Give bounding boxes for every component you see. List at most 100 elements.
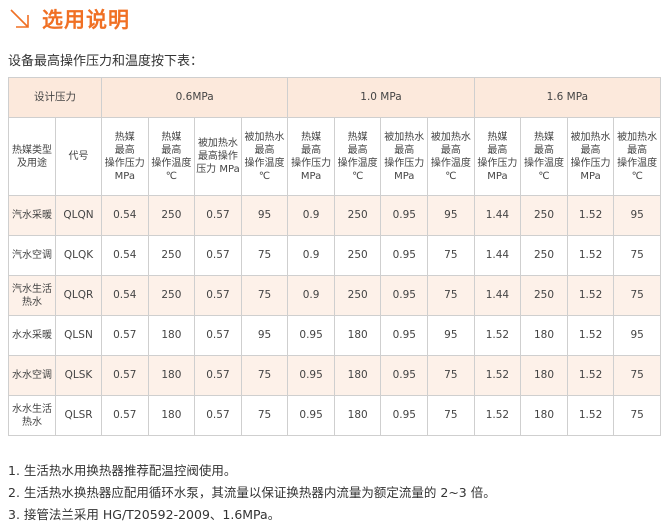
table-row: 汽水采暖 QLQN 0.54 250 0.57 95 0.9 250 0.95 95 1.44 250… bbox=[8, 195, 661, 236]
cell-type: 汽水空调 bbox=[8, 235, 56, 276]
cell-code: QLSR bbox=[55, 395, 102, 436]
cell-value: 75 bbox=[427, 235, 475, 276]
cell-value: 250 bbox=[333, 275, 382, 316]
cell-value: 75 bbox=[240, 355, 289, 396]
cell-value: 75 bbox=[427, 275, 475, 316]
sub-header-row: 热媒类型及用途 代号 热媒 最高 操作压力 MPa 热媒 最高 操作温度 ℃ 被加热… bbox=[8, 117, 661, 196]
sub-header: 被加热水 最高 操作压力 MPa bbox=[380, 117, 429, 196]
cell-value: 0.95 bbox=[380, 275, 429, 316]
cell-value: 95 bbox=[240, 195, 289, 236]
table-row: 水水空调 QLSK 0.57 180 0.57 75 0.95 180 0.95 75 1.52 18… bbox=[8, 355, 661, 396]
cell-type: 水水生活热水 bbox=[8, 395, 56, 436]
sub-header: 热媒 最高 操作压力 MPa bbox=[287, 117, 335, 196]
cell-value: 0.57 bbox=[194, 195, 242, 236]
cell-code: QLQN bbox=[55, 195, 102, 236]
cell-value: 75 bbox=[613, 235, 661, 276]
cell-value: 0.57 bbox=[101, 315, 149, 356]
cell-value: 0.54 bbox=[101, 195, 149, 236]
cell-value: 180 bbox=[333, 395, 382, 436]
cell-value: 180 bbox=[520, 355, 568, 396]
group-header: 0.6MPa bbox=[100, 77, 289, 118]
intro-text: 设备最高操作压力和温度按下表： bbox=[8, 54, 204, 69]
cell-value: 180 bbox=[333, 355, 382, 396]
cell-code: QLQK bbox=[55, 235, 102, 276]
cell-type: 水水采暖 bbox=[8, 315, 56, 356]
group-header: 1.6 MPa bbox=[473, 77, 662, 118]
cell-value: 95 bbox=[427, 195, 475, 236]
cell-value: 0.95 bbox=[380, 355, 429, 396]
cell-value: 95 bbox=[240, 315, 289, 356]
section-title: 选用说明 bbox=[8, 4, 130, 34]
cell-code: QLSK bbox=[55, 355, 102, 396]
sub-header: 热媒 最高 操作压力 MPa bbox=[101, 117, 149, 196]
cell-value: 1.52 bbox=[473, 355, 522, 396]
sub-header: 被加热水 最高 操作温度 ℃ bbox=[240, 117, 289, 196]
cell-value: 0.95 bbox=[380, 195, 429, 236]
cell-value: 0.57 bbox=[101, 395, 149, 436]
col-type-header: 热媒类型及用途 bbox=[8, 117, 56, 196]
note: 2. 生活热水换热器应配用循环水泵，其流量以保证换热器内流量为额定流量的 2~3… bbox=[8, 485, 496, 500]
cell-value: 180 bbox=[147, 315, 196, 356]
cell-value: 1.52 bbox=[566, 275, 615, 316]
cell-value: 180 bbox=[333, 315, 382, 356]
sub-header: 热媒 最高 操作温度 ℃ bbox=[333, 117, 382, 196]
cell-value: 75 bbox=[427, 355, 475, 396]
cell-value: 0.57 bbox=[194, 355, 242, 396]
cell-value: 180 bbox=[520, 315, 568, 356]
sub-header: 被加热水 最高操作 压力 MPa bbox=[194, 117, 242, 196]
cell-value: 0.54 bbox=[101, 275, 149, 316]
cell-value: 180 bbox=[520, 395, 568, 436]
cell-value: 250 bbox=[147, 235, 196, 276]
table-row: 汽水空调 QLQK 0.54 250 0.57 75 0.9 250 0.95 75 1.44 250… bbox=[8, 235, 661, 276]
col-code-header: 代号 bbox=[55, 117, 102, 196]
cell-value: 250 bbox=[520, 275, 568, 316]
cell-value: 250 bbox=[147, 275, 196, 316]
design-pressure-label: 设计压力 bbox=[8, 77, 102, 118]
cell-value: 0.57 bbox=[194, 395, 242, 436]
cell-value: 75 bbox=[240, 275, 289, 316]
cell-value: 95 bbox=[613, 195, 661, 236]
cell-code: QLSN bbox=[55, 315, 102, 356]
cell-value: 250 bbox=[520, 195, 568, 236]
cell-value: 1.52 bbox=[473, 315, 522, 356]
spec-table: 设计压力 0.6MPa 1.0 MPa 1.6 MPa 热媒类型及用途 代号 热… bbox=[8, 77, 662, 436]
cell-code: QLQR bbox=[55, 275, 102, 316]
sub-header: 被加热水 最高 操作温度 ℃ bbox=[613, 117, 661, 196]
cell-value: 1.52 bbox=[566, 235, 615, 276]
cell-value: 0.95 bbox=[380, 235, 429, 276]
sub-header: 热媒 最高 操作温度 ℃ bbox=[520, 117, 568, 196]
cell-value: 0.95 bbox=[287, 395, 335, 436]
sub-header: 被加热水 最高 操作温度 ℃ bbox=[427, 117, 475, 196]
note: 1. 生活热水用换热器推荐配温控阀使用。 bbox=[8, 463, 237, 478]
table-row: 水水生活热水 QLSR 0.57 180 0.57 75 0.95 180 0.95 75 1.52… bbox=[8, 395, 661, 436]
cell-value: 1.44 bbox=[473, 275, 522, 316]
cell-type: 汽水采暖 bbox=[8, 195, 56, 236]
sub-header: 热媒 最高 操作压力 MPa bbox=[473, 117, 522, 196]
cell-value: 75 bbox=[240, 235, 289, 276]
cell-value: 0.9 bbox=[287, 235, 335, 276]
group-header-row: 设计压力 0.6MPa 1.0 MPa 1.6 MPa bbox=[8, 77, 662, 118]
cell-value: 75 bbox=[240, 395, 289, 436]
sub-header: 被加热水 最高 操作压力 MPa bbox=[566, 117, 615, 196]
cell-value: 180 bbox=[147, 355, 196, 396]
cell-value: 75 bbox=[613, 355, 661, 396]
cell-value: 95 bbox=[427, 315, 475, 356]
table-row: 水水采暖 QLSN 0.57 180 0.57 95 0.95 180 0.95 95 1.52 18… bbox=[8, 315, 661, 356]
cell-value: 1.52 bbox=[566, 195, 615, 236]
cell-type: 水水空调 bbox=[8, 355, 56, 396]
note: 3. 接管法兰采用 HG/T20592-2009、1.6MPa。 bbox=[8, 507, 281, 522]
cell-value: 250 bbox=[333, 235, 382, 276]
cell-value: 75 bbox=[613, 275, 661, 316]
cell-value: 95 bbox=[613, 315, 661, 356]
cell-value: 250 bbox=[147, 195, 196, 236]
cell-value: 1.52 bbox=[566, 395, 615, 436]
cell-value: 0.95 bbox=[380, 395, 429, 436]
cell-value: 1.52 bbox=[566, 315, 615, 356]
group-header: 1.0 MPa bbox=[287, 77, 475, 118]
table-row: 汽水生活热水 QLQR 0.54 250 0.57 75 0.9 250 0.95 75 1.44 2… bbox=[8, 275, 661, 316]
cell-value: 1.52 bbox=[566, 355, 615, 396]
cell-value: 250 bbox=[333, 195, 382, 236]
cell-value: 1.44 bbox=[473, 195, 522, 236]
cell-value: 0.9 bbox=[287, 195, 335, 236]
cell-type: 汽水生活热水 bbox=[8, 275, 56, 316]
